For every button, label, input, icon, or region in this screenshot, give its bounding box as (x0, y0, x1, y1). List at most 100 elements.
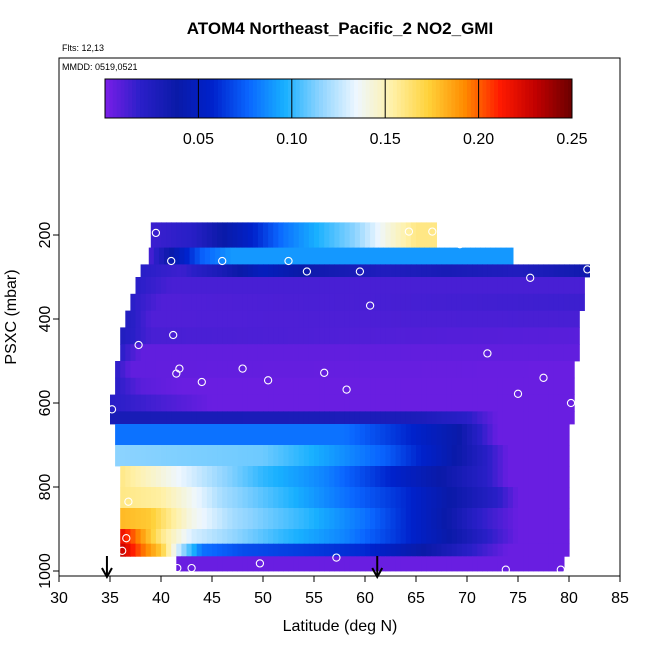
heat-cell (553, 556, 560, 572)
heat-cell (528, 466, 534, 488)
heat-cell (385, 394, 392, 412)
heat-cell (454, 247, 461, 265)
heat-cell (467, 445, 473, 467)
heat-cell (359, 344, 366, 362)
heat-cell (186, 310, 193, 328)
heat-cell (273, 377, 279, 395)
heat-cell (181, 327, 188, 345)
colorbar-segment (346, 79, 351, 118)
heat-cell (487, 377, 494, 395)
x-tick-label: 40 (152, 590, 170, 607)
heat-cell (451, 445, 458, 467)
heat-cell (533, 394, 539, 412)
heat-cell (349, 377, 356, 395)
heat-cell (548, 377, 555, 395)
heat-cell (528, 277, 534, 295)
heat-cell (242, 222, 249, 248)
heat-cell (278, 222, 284, 248)
heat-cell (191, 377, 198, 395)
heat-cell (523, 411, 529, 425)
heat-cell (217, 361, 223, 379)
heat-cell (375, 293, 381, 311)
heat-cell (451, 424, 458, 446)
heat-cell (523, 508, 529, 530)
heat-cell (512, 487, 519, 509)
heat-cell (324, 543, 330, 557)
heat-cell (278, 293, 284, 311)
heat-cell (125, 445, 131, 467)
colorbar: 0.05 0.10 0.15 0.20 0.25 (104, 78, 588, 148)
colorbar-segment (361, 79, 367, 118)
heat-cell (145, 529, 152, 545)
x-tick-label: 35 (101, 590, 119, 607)
heat-cell (247, 361, 254, 379)
heat-cell (487, 445, 494, 467)
heat-cell (268, 310, 274, 328)
heat-cell (171, 361, 177, 379)
heat-cell (176, 411, 182, 425)
heat-cell (150, 424, 157, 446)
heat-cell (349, 310, 356, 328)
heat-cell (247, 411, 254, 425)
heat-cell (421, 222, 427, 248)
heat-cell (237, 508, 244, 530)
colorbar-segment (116, 79, 122, 118)
heat-cell (380, 344, 386, 362)
heat-cell (232, 424, 239, 446)
heat-cell (421, 556, 427, 572)
heat-cell (459, 247, 466, 265)
heat-cell (375, 543, 381, 557)
heat-cell (533, 377, 539, 395)
heat-cell (349, 277, 356, 295)
heat-cell (375, 310, 381, 328)
heat-cell (311, 247, 318, 265)
heat-cell (120, 424, 126, 446)
colorbar-segment (105, 79, 110, 118)
heat-cell (186, 394, 193, 412)
colorbar-segment (400, 79, 406, 118)
heat-cell (344, 361, 351, 379)
heat-cell (375, 264, 381, 278)
heat-cell (563, 377, 570, 395)
heat-cell (492, 344, 499, 362)
heat-cell (161, 264, 167, 278)
colorbar-segment (295, 79, 301, 118)
heat-cell (171, 445, 177, 467)
heat-cell (220, 247, 226, 265)
heat-cell (359, 293, 366, 311)
heat-cell (242, 394, 249, 412)
heat-cell (145, 508, 152, 530)
heat-cell (538, 466, 545, 488)
heat-cell (303, 411, 310, 425)
heat-cell (512, 508, 519, 530)
heat-cell (528, 543, 534, 557)
heat-cell (166, 327, 172, 345)
heat-cell (464, 247, 471, 265)
heat-cell (487, 487, 494, 509)
heat-cell (365, 394, 371, 412)
heat-cell (196, 445, 203, 467)
colorbar-segment (108, 79, 114, 118)
heat-cell (502, 361, 509, 379)
heat-cell (278, 466, 284, 488)
heat-cell (145, 310, 152, 328)
colorbar-segment (560, 79, 565, 118)
heat-cell (380, 487, 386, 509)
heat-cell (324, 344, 330, 362)
heat-cell (263, 445, 269, 467)
heat-cell (349, 556, 356, 572)
heat-cell (191, 508, 198, 530)
heat-cell (558, 310, 565, 328)
heat-cell (257, 394, 264, 412)
colorbar-segment (548, 79, 554, 118)
heat-cell (497, 466, 504, 488)
heat-cell (431, 310, 437, 328)
heat-cell (140, 327, 147, 345)
heat-cell (569, 361, 575, 379)
colorbar-segment (350, 79, 355, 118)
y-tick-label: 1000 (37, 553, 54, 589)
heat-cell (543, 394, 550, 412)
heat-cell (319, 508, 325, 530)
heat-cell (395, 466, 402, 488)
